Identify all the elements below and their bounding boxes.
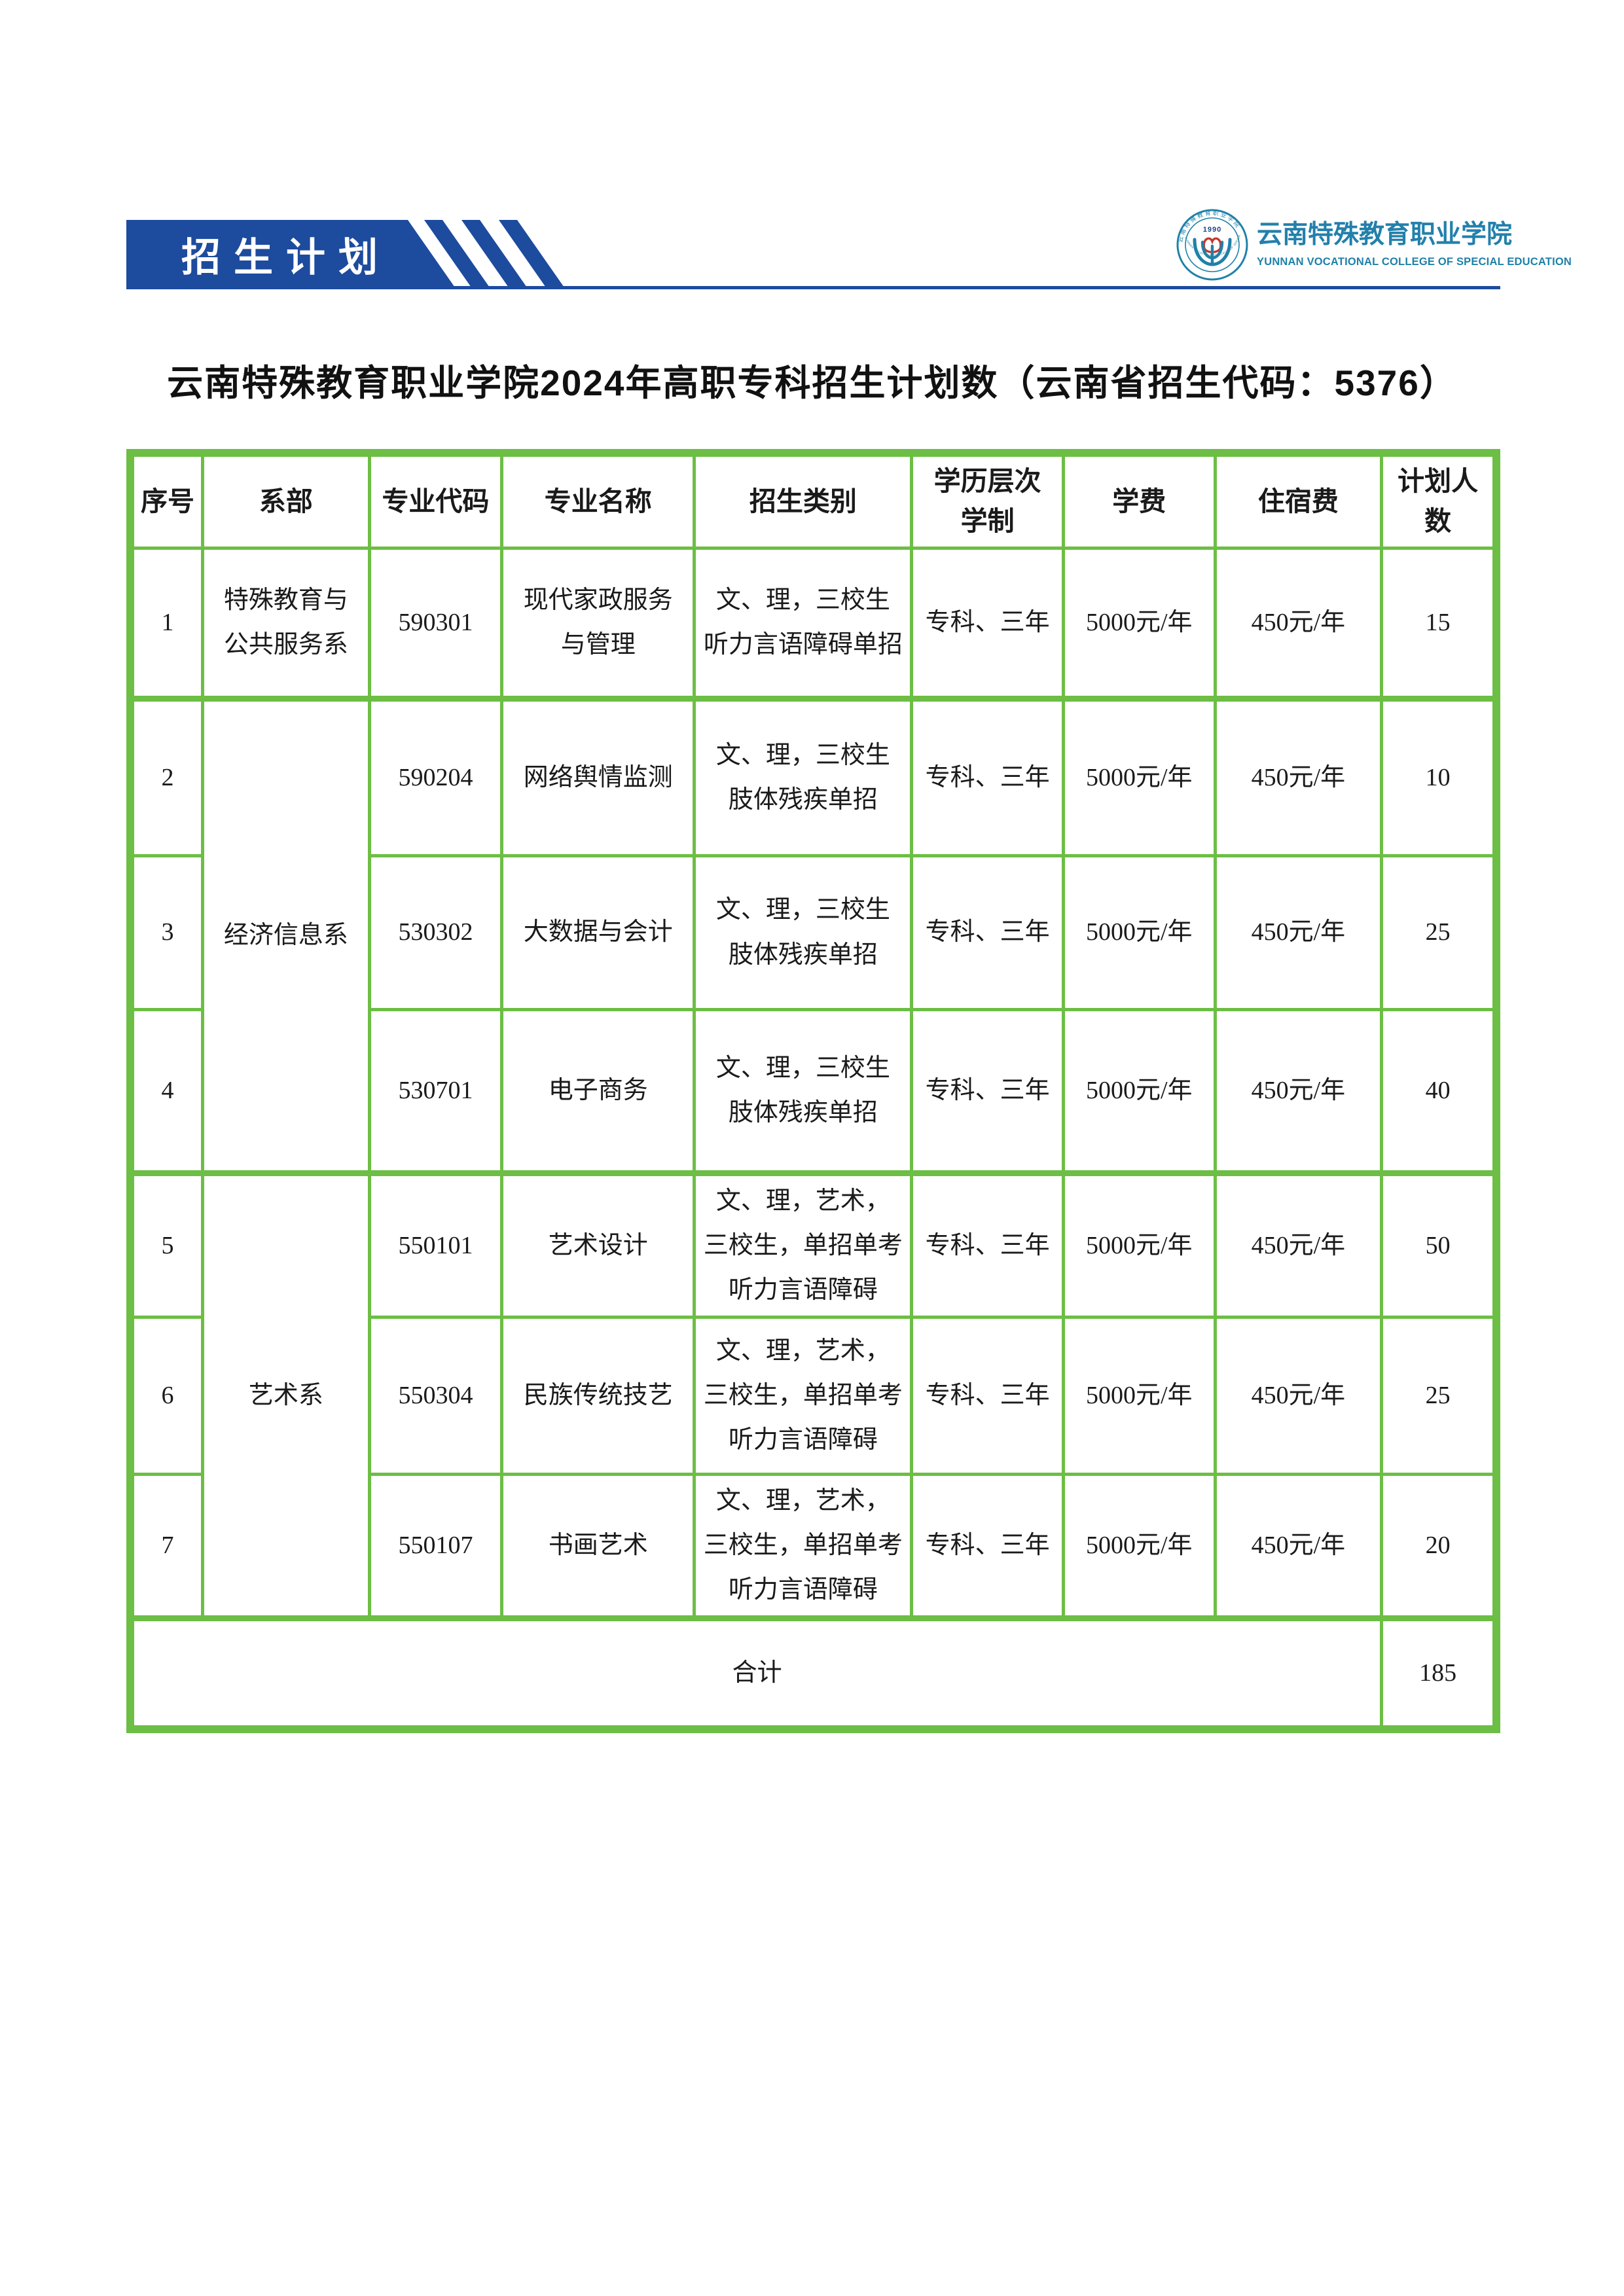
header-major: 专业名称 <box>500 451 696 550</box>
header-code: 专业代码 <box>367 451 504 550</box>
header-level: 学历层次 学制 <box>910 451 1065 550</box>
cell-type: 文、理，艺术， 三校生，单招单考 听力言语障碍 <box>693 1472 914 1620</box>
header-fee: 住宿费 <box>1213 451 1384 550</box>
table-row: 5 艺术系 550101 艺术设计 文、理，艺术， 三校生，单招单考 听力言语障… <box>128 1170 1498 1620</box>
cell-code: 550304 <box>367 1315 504 1476</box>
cell-type: 文、理，艺术， 三校生，单招单考 听力言语障碍 <box>693 1315 914 1476</box>
header-type: 招生类别 <box>693 451 914 550</box>
cell-level: 专科、三年 <box>910 1472 1065 1620</box>
cell-major: 民族传统技艺 <box>500 1315 696 1476</box>
banner-stripe-3 <box>499 220 566 289</box>
cell-major: 现代家政服务 与管理 <box>500 546 696 700</box>
cell-num: 7 <box>128 1472 205 1620</box>
table-row: 3 530302 大数据与会计 文、理，三校生 肢体残疾单招 专科、三年 500… <box>128 853 1498 1011</box>
header-dept: 系部 <box>201 451 371 550</box>
cell-type: 文、理，三校生 肢体残疾单招 <box>693 1007 914 1175</box>
admission-plan-banner: 招生计划 <box>126 220 566 289</box>
cell-level: 专科、三年 <box>910 1315 1065 1476</box>
cell-dept: 特殊教育与 公共服务系 <box>201 546 371 700</box>
cell-code: 550101 <box>367 1170 504 1319</box>
cell-level: 专科、三年 <box>910 853 1065 1011</box>
cell-code: 530302 <box>367 853 504 1011</box>
cell-level: 专科、三年 <box>910 546 1065 700</box>
total-count: 185 <box>1380 1615 1498 1731</box>
college-logo: 云南特殊教育职业学院 YUNNAN VOCATIONAL COLLEGE OF … <box>1176 205 1572 285</box>
cell-type: 文、理，三校生 听力言语障碍单招 <box>693 546 914 700</box>
table-total-row: 合计 185 <box>128 1615 1498 1731</box>
cell-tuition: 5000元/年 <box>1061 1007 1217 1175</box>
logo-text: 云南特殊教育职业学院 YUNNAN VOCATIONAL COLLEGE OF … <box>1257 221 1572 268</box>
cell-fee: 450元/年 <box>1213 546 1384 700</box>
cell-type: 文、理，三校生 肢体残疾单招 <box>693 853 914 1011</box>
cell-code: 530701 <box>367 1007 504 1175</box>
cell-tuition: 5000元/年 <box>1061 1472 1217 1620</box>
table-header-row: 序号 系部 专业代码 专业名称 招生类别 学历层次 学制 学费 住宿费 计划人数 <box>128 451 1498 550</box>
cell-count: 25 <box>1380 1315 1498 1476</box>
header-count: 计划人数 <box>1380 451 1498 550</box>
banner-shape <box>126 220 456 289</box>
cell-fee: 450元/年 <box>1213 1170 1384 1319</box>
table-row: 7 550107 书画艺术 文、理，艺术， 三校生，单招单考 听力言语障碍 专科… <box>128 1472 1498 1620</box>
cell-major: 书画艺术 <box>500 1472 696 1620</box>
cell-count: 50 <box>1380 1170 1498 1319</box>
cell-major: 艺术设计 <box>500 1170 696 1319</box>
cell-dept: 艺术系 <box>201 1170 371 1620</box>
cell-count: 25 <box>1380 853 1498 1011</box>
cell-num: 4 <box>128 1007 205 1175</box>
cell-fee: 450元/年 <box>1213 695 1384 857</box>
banner-stripe-2 <box>461 220 528 289</box>
cell-level: 专科、三年 <box>910 1170 1065 1319</box>
total-label: 合计 <box>128 1615 1384 1731</box>
cell-fee: 450元/年 <box>1213 1315 1384 1476</box>
cell-type: 文、理，艺术， 三校生，单招单考 听力言语障碍 <box>693 1170 914 1319</box>
cell-major: 电子商务 <box>500 1007 696 1175</box>
header-num: 序号 <box>128 451 205 550</box>
seal-year: 1990 <box>1203 226 1221 234</box>
header-rule <box>126 286 1500 289</box>
cell-major: 网络舆情监测 <box>500 695 696 857</box>
cell-tuition: 5000元/年 <box>1061 853 1217 1011</box>
cell-count: 20 <box>1380 1472 1498 1620</box>
cell-level: 专科、三年 <box>910 1007 1065 1175</box>
cell-fee: 450元/年 <box>1213 853 1384 1011</box>
cell-dept: 经济信息系 <box>201 695 371 1175</box>
cell-count: 15 <box>1380 546 1498 700</box>
seal-teal-mark <box>1193 238 1232 266</box>
cell-num: 1 <box>128 546 205 700</box>
header-tuition: 学费 <box>1061 451 1217 550</box>
cell-num: 5 <box>128 1170 205 1319</box>
cell-num: 2 <box>128 695 205 857</box>
cell-count: 10 <box>1380 695 1498 857</box>
cell-tuition: 5000元/年 <box>1061 1315 1217 1476</box>
cell-tuition: 5000元/年 <box>1061 546 1217 700</box>
cell-code: 550107 <box>367 1472 504 1620</box>
admission-plan-table: 序号 系部 专业代码 专业名称 招生类别 学历层次 学制 学费 住宿费 计划人数… <box>126 449 1500 1734</box>
cell-code: 590301 <box>367 546 504 700</box>
cell-level: 专科、三年 <box>910 695 1065 857</box>
banner-title: 招生计划 <box>181 236 391 279</box>
cell-major: 大数据与会计 <box>500 853 696 1011</box>
table-row: 6 550304 民族传统技艺 文、理，艺术， 三校生，单招单考 听力言语障碍 … <box>128 1315 1498 1476</box>
college-name-en: YUNNAN VOCATIONAL COLLEGE OF SPECIAL EDU… <box>1257 255 1572 268</box>
cell-tuition: 5000元/年 <box>1061 1170 1217 1319</box>
table-row: 1 特殊教育与 公共服务系 590301 现代家政服务 与管理 文、理，三校生 … <box>128 546 1498 700</box>
cell-num: 3 <box>128 853 205 1011</box>
cell-fee: 450元/年 <box>1213 1007 1384 1175</box>
cell-tuition: 5000元/年 <box>1061 695 1217 857</box>
table-row: 4 530701 电子商务 文、理，三校生 肢体残疾单招 专科、三年 5000元… <box>128 1007 1498 1175</box>
cell-type: 文、理，三校生 肢体残疾单招 <box>693 695 914 857</box>
page-title: 云南特殊教育职业学院2024年高职专科招生计划数（云南省招生代码：5376） <box>167 363 1457 403</box>
cell-count: 40 <box>1380 1007 1498 1175</box>
college-seal-icon: 云南特殊教育职业学院 YUNNAN VOCATIONAL COLLEGE OF … <box>1176 209 1248 281</box>
cell-code: 590204 <box>367 695 504 857</box>
cell-num: 6 <box>128 1315 205 1476</box>
table-row: 2 经济信息系 590204 网络舆情监测 文、理，三校生 肢体残疾单招 专科、… <box>128 695 1498 1175</box>
cell-fee: 450元/年 <box>1213 1472 1384 1620</box>
college-name-cn: 云南特殊教育职业学院 <box>1257 221 1513 249</box>
banner-stripe-1 <box>424 220 491 289</box>
